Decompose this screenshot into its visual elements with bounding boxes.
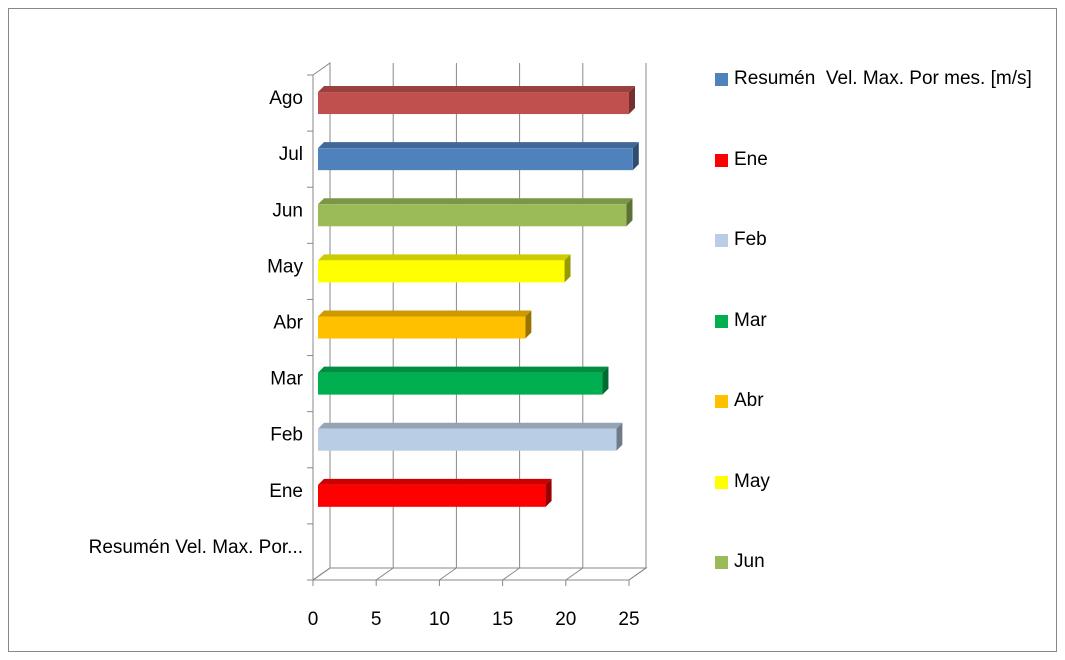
bar [318,260,565,283]
legend-swatch [715,395,728,408]
bar-top [318,254,571,261]
grid-line [565,567,584,581]
bar-side [629,86,635,115]
x-tick-label: 25 [618,609,639,630]
bar-top [318,366,609,373]
legend-label: Feb [734,229,767,250]
x-tick-label: 0 [308,609,319,630]
legend-label: Resumén Vel. Max. Por mes. [m/s] [734,68,1032,89]
grid-line [312,567,331,581]
legend-item: May [712,469,1032,495]
bar [318,316,526,339]
grid-line [439,567,457,581]
bar [318,92,629,115]
legend-item: Resumén Vel. Max. Por mes. [m/s] [712,66,1032,92]
bar [318,428,617,451]
bar-side [602,366,609,395]
y-tick-label: Feb [270,425,303,446]
x-tick-label: 15 [492,609,513,630]
x-tick-label: 10 [429,609,450,630]
grid-line [375,567,394,581]
legend-swatch [715,153,728,167]
legend-label: Mar [734,309,767,331]
legend-item: Jun [712,549,1032,575]
grid-line [502,567,520,581]
y-tick-label: Abr [273,313,303,334]
bar [318,484,546,507]
bar-top [318,198,633,205]
x-tick-label: 20 [555,609,576,630]
legend-swatch [715,556,728,569]
y-tick-label: Mar [270,369,303,390]
legend-swatch [715,475,728,489]
y-tick-label: May [267,256,303,277]
bar-side [616,422,623,451]
y-tick-label: Jun [272,200,303,221]
x-tick-label: 5 [371,609,382,630]
y-tick-label: Jul [279,144,303,165]
legend-label: May [734,470,770,492]
legend-swatch [715,234,728,247]
legend-item: Ene [712,147,1032,173]
bar-top [318,422,623,429]
bar-top [318,86,635,93]
legend-swatch [715,314,728,328]
bar-side [564,254,571,283]
bar-side [632,142,639,171]
bar [318,204,627,227]
bar-top [318,478,552,485]
legend-item: Feb [712,227,1032,253]
bar-top [318,142,639,149]
legend-label: Jun [734,551,765,572]
y-tick-label: Ago [269,88,303,109]
y-tick-label: Resumén Vel. Max. Por... [89,537,303,558]
chart-frame [8,8,1057,652]
legend-label: Abr [734,390,764,411]
grid-line [628,567,647,581]
bar-top [318,310,532,317]
bar [318,148,633,171]
bar [318,372,603,395]
bar-side [545,478,552,507]
y-tick-label: Ene [269,481,303,502]
legend-item: Abr [712,388,1032,414]
legend-item: Mar [712,308,1032,334]
legend-swatch [715,73,728,86]
bar-side [525,310,532,339]
legend-label: Ene [734,148,768,170]
bar-side [626,198,633,227]
